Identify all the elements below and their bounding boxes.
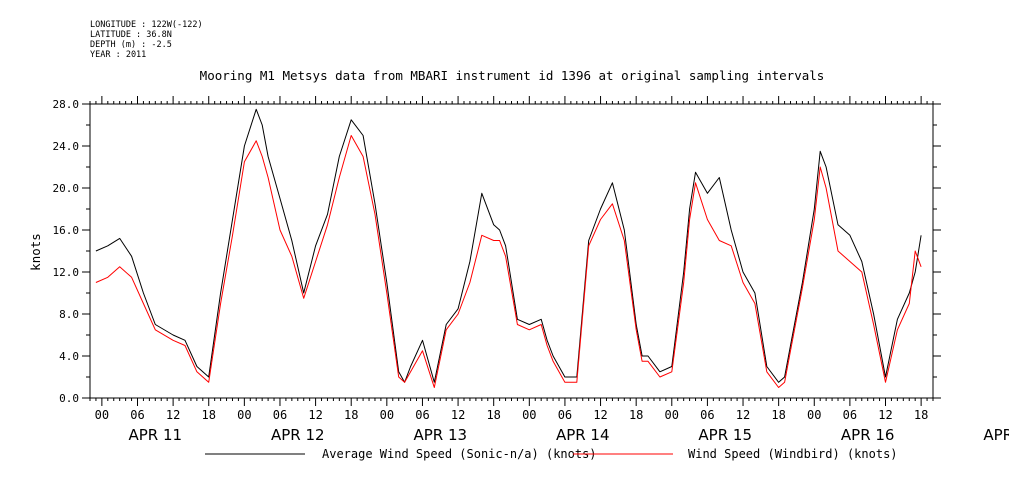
x-tick-label: 12 (166, 408, 180, 422)
legend: Average Wind Speed (Sonic-n/a) (knots) Wi… (205, 447, 898, 461)
x-tick-label: 06 (700, 408, 714, 422)
x-tick-label: 06 (415, 408, 429, 422)
longitude-label: LONGITUDE : 122W(-122) (90, 20, 203, 30)
day-label: APR 13 (413, 426, 467, 444)
y-tick-label: 28.0 (53, 98, 80, 111)
x-tick-label: 18 (486, 408, 500, 422)
x-tick-label: 12 (736, 408, 750, 422)
x-tick-label: 18 (344, 408, 358, 422)
day-label: APR 16 (841, 426, 895, 444)
depth-label: DEPTH (m) : -2.5 (90, 40, 172, 50)
y-tick-label: 0.0 (59, 392, 79, 405)
chart-title: Mooring M1 Metsys data from MBARI instru… (200, 68, 825, 83)
x-tick-label: 06 (130, 408, 144, 422)
x-tick-label: 12 (878, 408, 892, 422)
legend-label-1: Wind Speed (Windbird) (knots) (688, 447, 898, 461)
y-tick-label: 16.0 (53, 224, 80, 237)
series-lines (95, 108, 922, 388)
x-tick-label: 12 (593, 408, 607, 422)
y-tick-label: 8.0 (59, 308, 79, 321)
x-tick-labels: 00 06 12 18 00 06 12 18 00 06 12 18 00 06 12 18 00 06 12 18… (95, 408, 929, 422)
year-label: YEAR : 2011 (90, 50, 147, 60)
y-axis-label: knots (28, 233, 43, 271)
x-tick-label: 00 (95, 408, 109, 422)
y-tick-label: 24.0 (53, 140, 80, 153)
y-tick-labels: 0.0 4.0 8.0 12.0 16.0 20.0 24.0 28.0 (53, 98, 80, 405)
x-tick-label: 00 (665, 408, 679, 422)
x-tick-label: 18 (202, 408, 216, 422)
x-tick-label: 06 (273, 408, 287, 422)
x-tick-label: 18 (914, 408, 928, 422)
day-label: APR 11 (129, 426, 183, 444)
day-label: APR 15 (698, 426, 752, 444)
x-tick-label: 00 (807, 408, 821, 422)
day-labels: APR 11 APR 12 APR 13 APR 14 APR 15 APR 16 APR … (129, 426, 1009, 444)
x-tick-label: 12 (308, 408, 322, 422)
latitude-label: LATITUDE : 36.8N (90, 30, 172, 40)
y-tick-label: 4.0 (59, 350, 79, 363)
x-tick-label: 00 (522, 408, 536, 422)
series-line-1 (95, 135, 922, 388)
x-tick-label: 18 (629, 408, 643, 422)
legend-label-0: Average Wind Speed (Sonic-n/a) (knots) (322, 447, 597, 461)
x-tick-label: 12 (451, 408, 465, 422)
day-label: APR 14 (556, 426, 610, 444)
x-tick-label: 00 (237, 408, 251, 422)
day-label: APR 12 (271, 426, 325, 444)
metadata-block: LONGITUDE : 122W(-122) LATITUDE : 36.8N … (90, 20, 203, 60)
series-line-0 (95, 108, 922, 383)
y-tick-label: 12.0 (53, 266, 80, 279)
x-tick-label: 00 (380, 408, 394, 422)
x-tick-label: 18 (771, 408, 785, 422)
x-tick-label: 06 (843, 408, 857, 422)
day-label: APR 17 (983, 426, 1009, 444)
plot-frame (89, 103, 934, 399)
y-tick-label: 20.0 (53, 182, 80, 195)
x-tick-label: 06 (558, 408, 572, 422)
axis-ticks (82, 96, 941, 406)
